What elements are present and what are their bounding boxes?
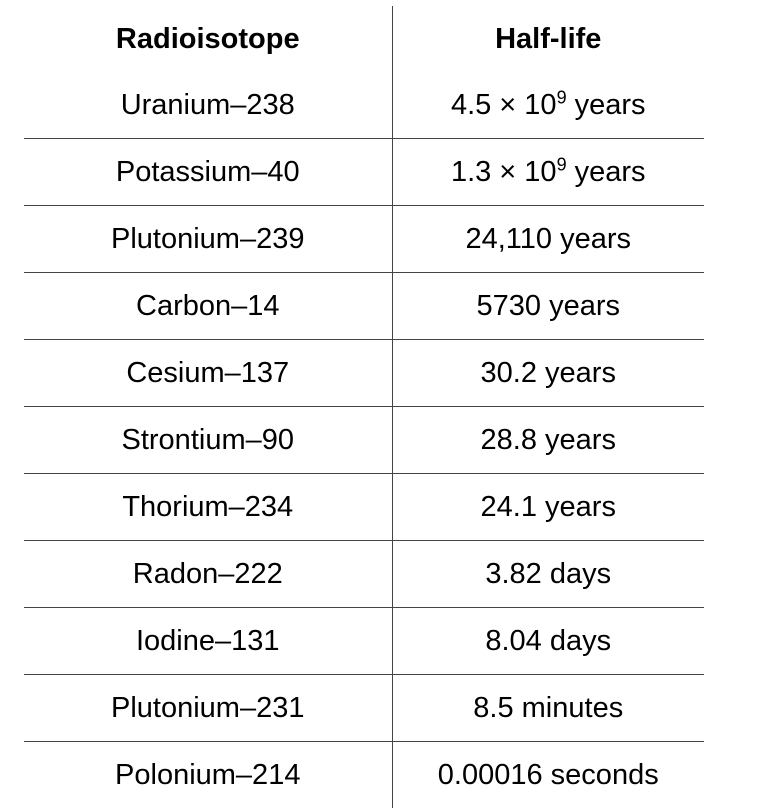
half-life-cell: 28.8 years <box>391 406 704 474</box>
half-life-cell: 8.04 days <box>391 607 704 675</box>
isotope-cell: Carbon–14 <box>136 289 280 322</box>
half-life-cell: 24.1 years <box>391 473 704 541</box>
half-life-mantissa: 4.5 × 10 <box>450 88 557 121</box>
half-life-cell: 8.5 minutes <box>391 674 704 742</box>
isotope-cell: Uranium–238 <box>120 88 295 121</box>
table-row: Radon–222 3.82 days <box>24 540 704 608</box>
isotope-cell: Plutonium–231 <box>111 691 305 724</box>
half-life-exponent: 9 <box>556 153 567 174</box>
isotope-cell: Thorium–234 <box>122 490 294 523</box>
isotope-cell: Strontium–90 <box>121 423 295 456</box>
half-life-unit: years <box>566 155 646 188</box>
isotope-cell: Cesium–137 <box>126 356 290 389</box>
isotope-cell: Potassium–40 <box>115 155 300 188</box>
header-radioisotope: Radioisotope <box>115 22 300 55</box>
half-life-cell: 1.3 × 109 years <box>391 138 704 206</box>
half-life-unit: years <box>566 88 646 121</box>
half-life-table-container: Radioisotope Half-life Uranium–238 4.5 ×… <box>24 6 704 808</box>
half-life-cell: 24,110 years <box>391 205 704 273</box>
table-row: Uranium–238 4.5 × 109 years <box>24 72 704 139</box>
half-life-cell: 3.82 days <box>391 540 704 608</box>
table-row: Plutonium–231 8.5 minutes <box>24 674 704 742</box>
isotope-cell: Plutonium–239 <box>111 222 305 255</box>
table-row: Plutonium–239 24,110 years <box>24 205 704 273</box>
isotope-cell: Iodine–131 <box>135 624 280 657</box>
half-life-cell: 5730 years <box>391 272 704 340</box>
table-header-row: Radioisotope Half-life <box>24 6 704 72</box>
table-row: Cesium–137 30.2 years <box>24 339 704 407</box>
table-row: Strontium–90 28.8 years <box>24 406 704 474</box>
table-row: Potassium–40 1.3 × 109 years <box>24 138 704 206</box>
table-row: Polonium–214 0.00016 seconds <box>24 741 704 808</box>
half-life-mantissa: 1.3 × 10 <box>450 155 557 188</box>
half-life-cell: 30.2 years <box>391 339 704 407</box>
half-life-table: Radioisotope Half-life Uranium–238 4.5 ×… <box>24 6 704 808</box>
half-life-cell: 4.5 × 109 years <box>391 72 704 139</box>
isotope-cell: Radon–222 <box>132 557 283 590</box>
table-row: Carbon–14 5730 years <box>24 272 704 340</box>
isotope-cell: Polonium–214 <box>115 758 301 791</box>
half-life-exponent: 9 <box>556 86 567 107</box>
half-life-cell: 0.00016 seconds <box>391 741 704 808</box>
table-row: Iodine–131 8.04 days <box>24 607 704 675</box>
table-row: Thorium–234 24.1 years <box>24 473 704 541</box>
header-half-life: Half-life <box>391 6 704 72</box>
